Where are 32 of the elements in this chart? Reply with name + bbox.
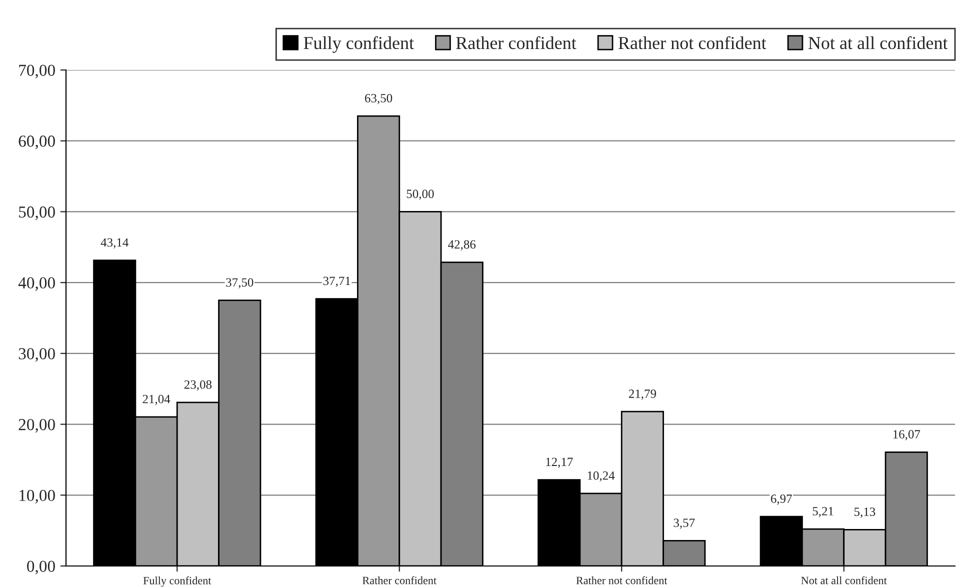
y-tick-label: 30,00 [18, 348, 55, 362]
data-label: 16,07 [893, 430, 920, 440]
legend-label: Rather confident [456, 36, 576, 50]
legend-label: Rather not confident [618, 36, 766, 50]
data-label: 21,04 [142, 394, 170, 406]
data-label: 3,57 [674, 518, 695, 529]
y-tick-label: 70,00 [19, 64, 55, 78]
data-label: 63,50 [365, 94, 392, 104]
data-label: 6,97 [770, 494, 792, 505]
x-tick-label: Rather not confident [576, 576, 668, 584]
legend-label: Not at all confident [808, 36, 948, 50]
data-label: 5,13 [854, 508, 876, 518]
data-label: 12,17 [546, 458, 573, 468]
y-tick-label: 40,00 [18, 277, 55, 291]
x-tick-label: Fully confident [143, 576, 212, 587]
data-label: 50,00 [406, 190, 434, 200]
x-tick-label: Rather confident [362, 576, 436, 584]
y-tick-label: 10,00 [20, 490, 55, 504]
data-label: 42,86 [448, 240, 476, 250]
data-label: 21,79 [628, 390, 656, 400]
y-tick-label: 60,00 [18, 136, 55, 150]
y-tick-label: 0,00 [27, 560, 55, 574]
data-label: 23,08 [184, 380, 212, 391]
data-label: 5,21 [812, 507, 834, 518]
x-tick-label: Not at all confident [801, 576, 887, 584]
data-label: 37,50 [226, 278, 254, 288]
legend-label: Fully confident [304, 36, 414, 53]
data-label: 10,24 [588, 471, 615, 482]
data-label: 43,14 [100, 238, 128, 248]
y-tick-label: 50,00 [19, 206, 55, 220]
y-tick-label: 20,00 [18, 418, 55, 433]
data-label: 37,71 [323, 276, 350, 287]
